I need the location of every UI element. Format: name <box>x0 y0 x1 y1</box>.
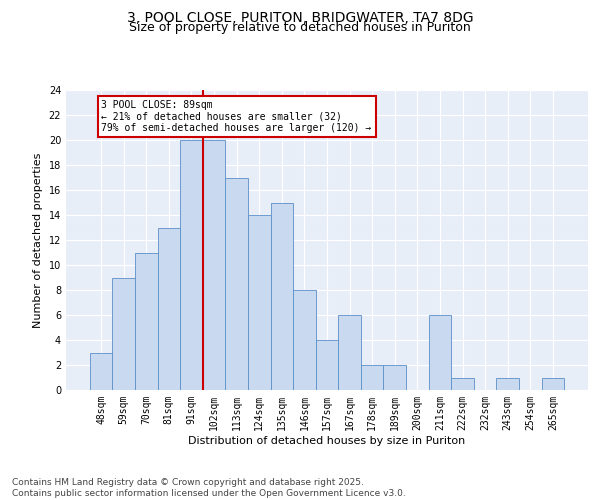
Text: Contains HM Land Registry data © Crown copyright and database right 2025.
Contai: Contains HM Land Registry data © Crown c… <box>12 478 406 498</box>
Bar <box>203 140 226 390</box>
Y-axis label: Number of detached properties: Number of detached properties <box>33 152 43 328</box>
Bar <box>361 365 383 390</box>
Bar <box>542 378 564 390</box>
Bar <box>90 352 112 390</box>
Bar <box>338 315 361 390</box>
Bar <box>135 252 158 390</box>
Bar <box>180 140 203 390</box>
Text: 3 POOL CLOSE: 89sqm
← 21% of detached houses are smaller (32)
79% of semi-detach: 3 POOL CLOSE: 89sqm ← 21% of detached ho… <box>101 100 372 133</box>
Text: 3, POOL CLOSE, PURITON, BRIDGWATER, TA7 8DG: 3, POOL CLOSE, PURITON, BRIDGWATER, TA7 … <box>127 10 473 24</box>
Bar <box>383 365 406 390</box>
Bar <box>316 340 338 390</box>
Bar <box>226 178 248 390</box>
Bar <box>112 278 135 390</box>
Bar <box>428 315 451 390</box>
Bar <box>451 378 474 390</box>
Bar <box>293 290 316 390</box>
Text: Size of property relative to detached houses in Puriton: Size of property relative to detached ho… <box>129 21 471 34</box>
Bar <box>158 228 180 390</box>
Bar <box>496 378 519 390</box>
X-axis label: Distribution of detached houses by size in Puriton: Distribution of detached houses by size … <box>188 436 466 446</box>
Bar <box>271 202 293 390</box>
Bar <box>248 215 271 390</box>
